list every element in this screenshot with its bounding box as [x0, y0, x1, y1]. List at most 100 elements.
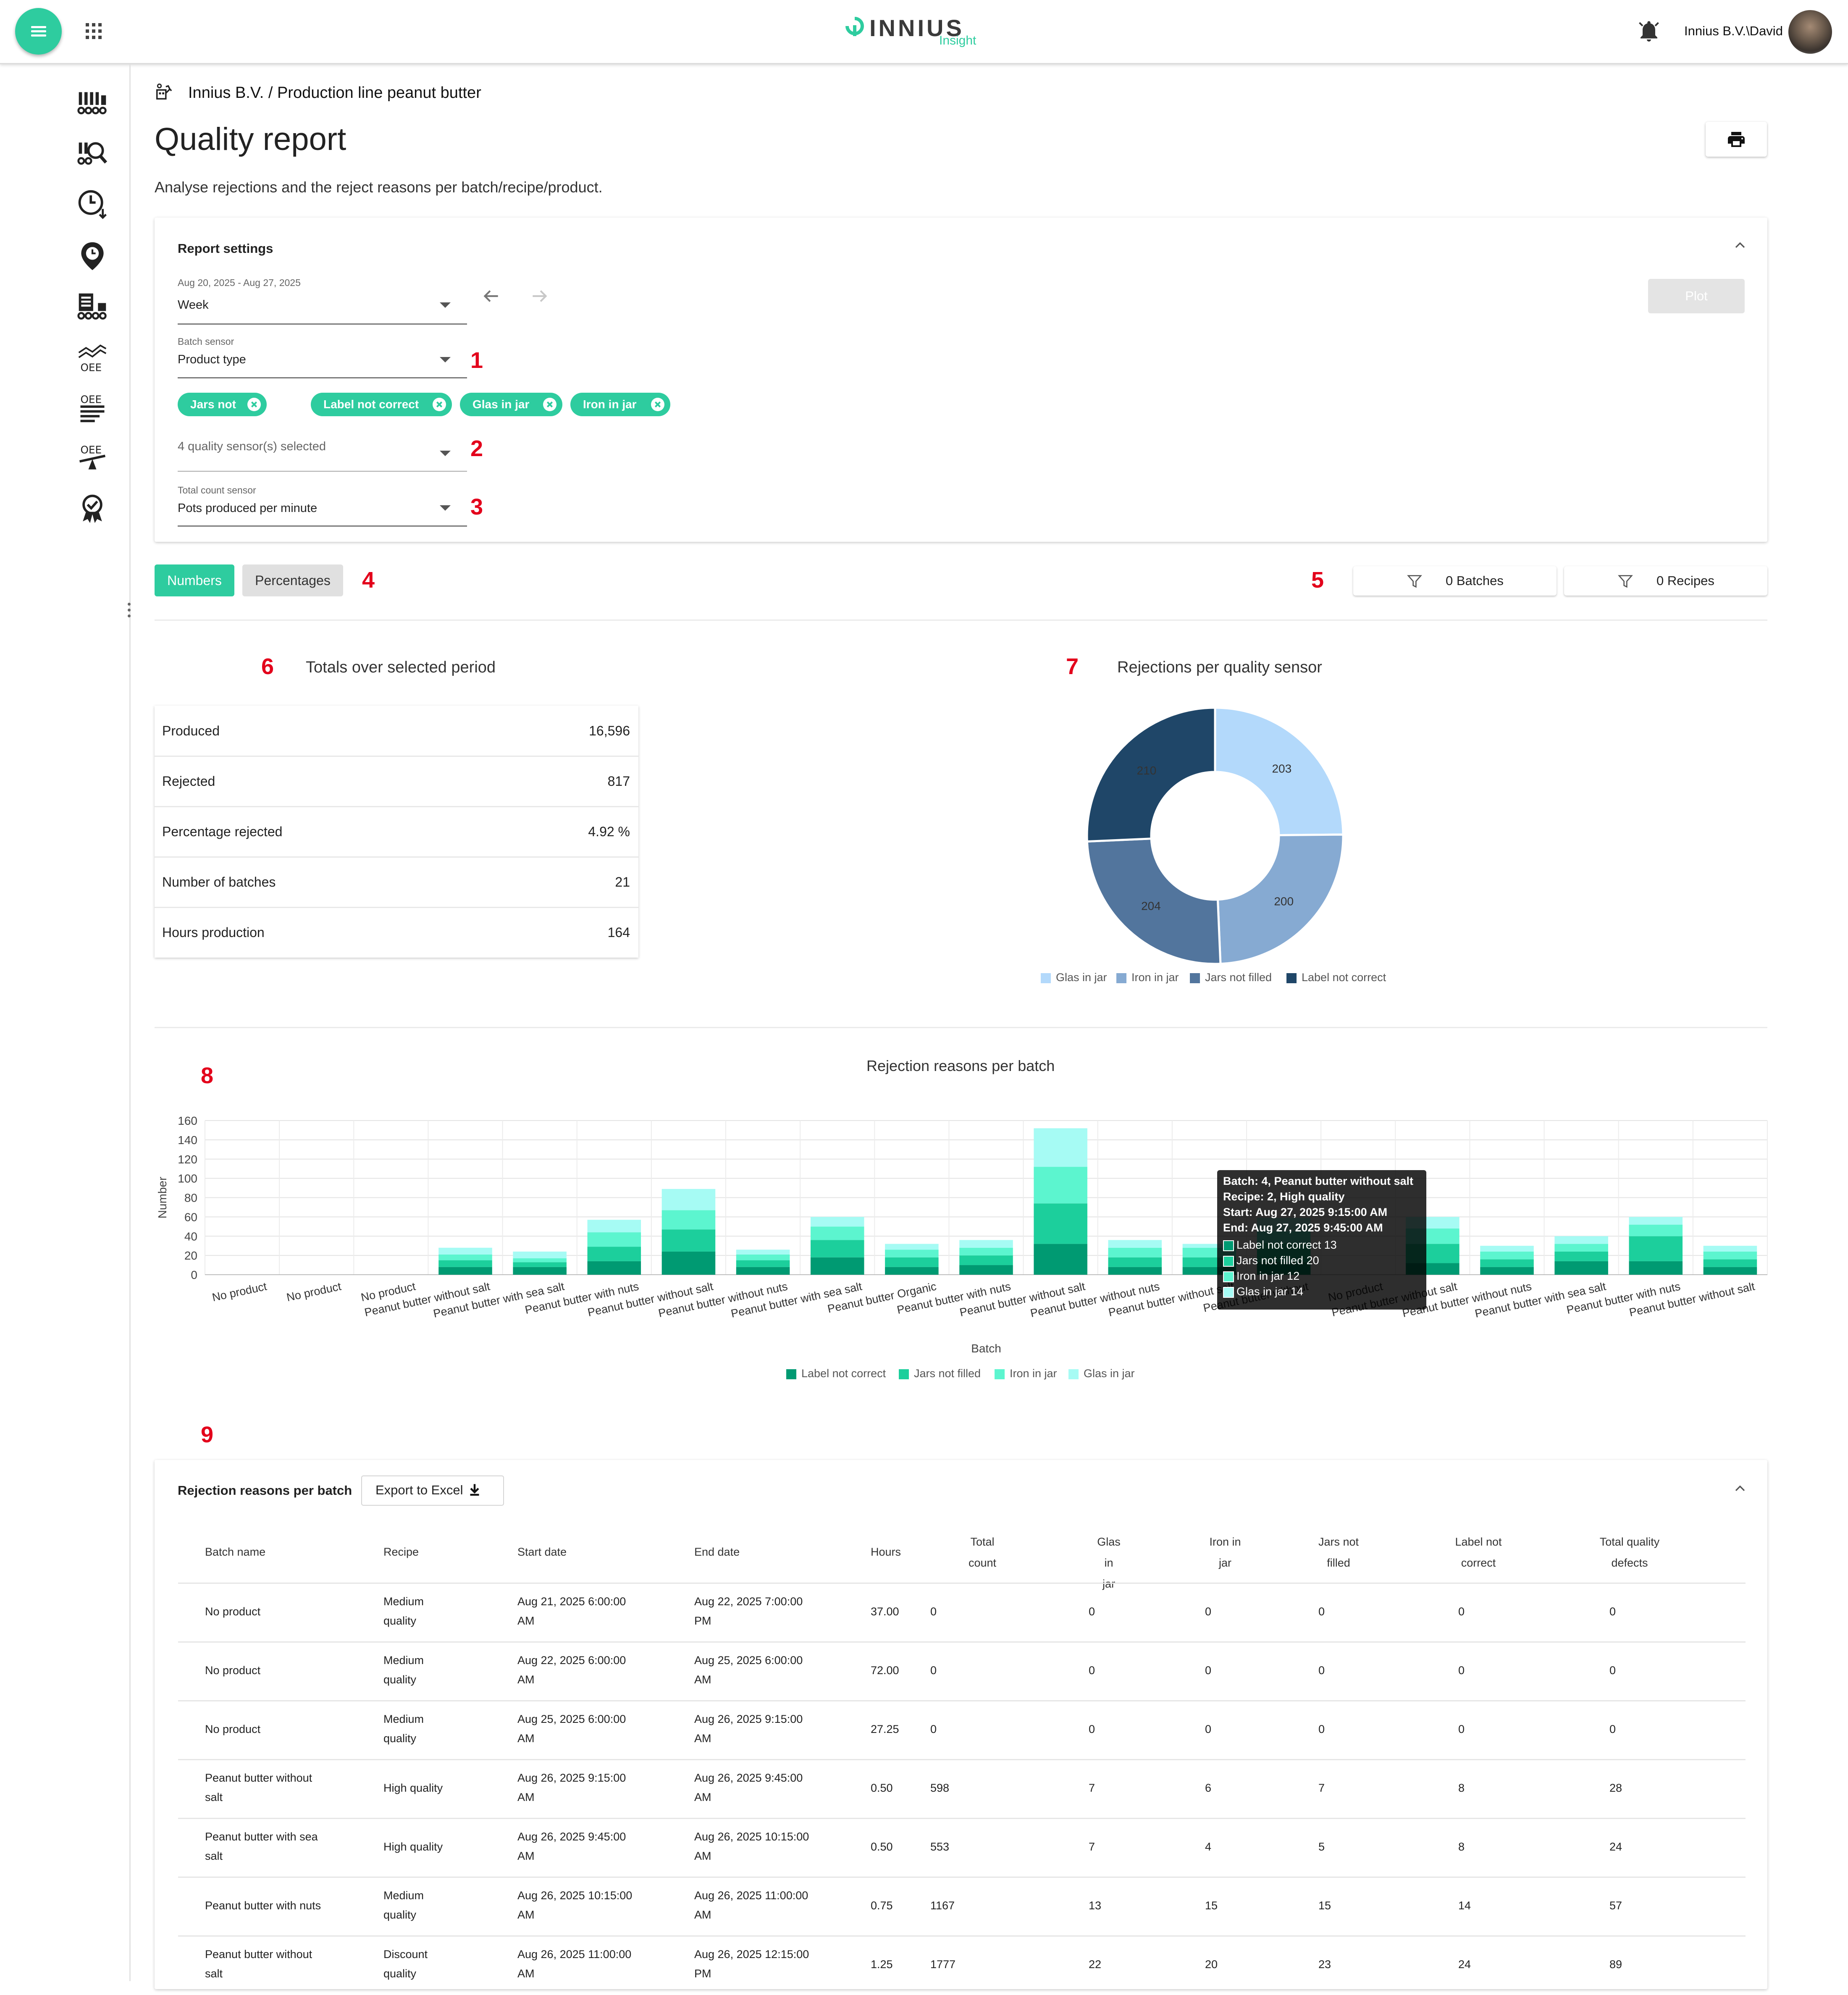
inspection-search-icon[interactable]: [76, 138, 108, 170]
table-header[interactable]: Total count: [957, 1531, 1008, 1573]
table-header[interactable]: Jars not filled: [1315, 1531, 1362, 1573]
table-header[interactable]: Recipe: [383, 1541, 419, 1562]
bar-segment[interactable]: [438, 1254, 492, 1260]
chevron-down-icon[interactable]: [440, 302, 451, 308]
bar-segment[interactable]: [1034, 1203, 1087, 1244]
bar-segment[interactable]: [587, 1232, 641, 1247]
production-line-icon[interactable]: [76, 87, 108, 119]
bar-segment[interactable]: [1703, 1259, 1757, 1267]
arrow-right-icon[interactable]: [529, 286, 550, 307]
bar-segment[interactable]: [959, 1265, 1013, 1275]
oee-list-icon[interactable]: OEE: [76, 392, 108, 424]
table-header[interactable]: Hours: [871, 1541, 901, 1562]
bar-segment[interactable]: [438, 1247, 492, 1255]
table-header[interactable]: End date: [694, 1541, 740, 1562]
menu-button[interactable]: [15, 8, 62, 55]
bar-segment[interactable]: [1182, 1244, 1236, 1248]
bar-segment[interactable]: [662, 1210, 716, 1230]
bar-segment[interactable]: [1703, 1246, 1757, 1252]
avatar[interactable]: [1788, 10, 1832, 54]
chip-glas-in-jar[interactable]: Glas in jar: [460, 393, 562, 416]
bar-segment[interactable]: [885, 1244, 939, 1250]
table-row[interactable]: [178, 1877, 1746, 1936]
bar-segment[interactable]: [736, 1250, 790, 1255]
chevron-up-icon[interactable]: [1732, 237, 1748, 254]
bar-segment[interactable]: [513, 1258, 567, 1263]
close-icon[interactable]: [433, 398, 446, 411]
bar-segment[interactable]: [1629, 1224, 1683, 1236]
donut-slice[interactable]: [1086, 837, 1222, 965]
chevron-down-icon[interactable]: [440, 357, 451, 362]
location-time-icon[interactable]: [76, 240, 108, 272]
print-button[interactable]: [1706, 122, 1767, 157]
bar-segment[interactable]: [810, 1240, 864, 1257]
period-select[interactable]: Week: [178, 298, 209, 312]
apps-grid-icon[interactable]: [86, 23, 102, 39]
bar-segment[interactable]: [736, 1254, 790, 1260]
table-header[interactable]: Glas in jar: [1092, 1531, 1126, 1594]
donut-slice[interactable]: [1086, 706, 1216, 843]
donut-slice[interactable]: [1214, 706, 1344, 837]
bar-segment[interactable]: [1629, 1261, 1683, 1275]
chevron-down-icon[interactable]: [440, 505, 451, 511]
bar-segment[interactable]: [736, 1260, 790, 1267]
plot-button[interactable]: Plot: [1648, 279, 1745, 313]
bar-segment[interactable]: [1554, 1244, 1608, 1252]
numbers-toggle[interactable]: Numbers: [155, 564, 234, 596]
bar-segment[interactable]: [959, 1240, 1013, 1248]
arrow-left-icon[interactable]: [480, 286, 501, 307]
oee-trend-icon[interactable]: OEE: [76, 341, 108, 373]
chevron-down-icon[interactable]: [440, 451, 451, 456]
bar-segment[interactable]: [1480, 1251, 1534, 1260]
user-name[interactable]: Innius B.V.\David: [1684, 24, 1783, 38]
bar-segment[interactable]: [1554, 1236, 1608, 1244]
bar-segment[interactable]: [513, 1262, 567, 1267]
bar-segment[interactable]: [438, 1267, 492, 1275]
donut-slice[interactable]: [1216, 833, 1344, 965]
table-header[interactable]: Iron in jar: [1208, 1531, 1242, 1573]
bar-segment[interactable]: [1480, 1246, 1534, 1252]
notification-bell-icon[interactable]: [1636, 18, 1662, 44]
history-clock-icon[interactable]: [76, 188, 108, 220]
bar-segment[interactable]: [1703, 1267, 1757, 1275]
table-row[interactable]: [178, 1935, 1746, 1995]
bar-segment[interactable]: [810, 1257, 864, 1275]
batches-filter-button[interactable]: 0 Batches: [1353, 566, 1557, 596]
bar-segment[interactable]: [1554, 1261, 1608, 1275]
chip-label-not-correct[interactable]: Label not correct: [311, 393, 452, 416]
batch-sensor-select[interactable]: Product type: [178, 353, 246, 366]
breadcrumb[interactable]: Innius B.V. / Production line peanut but…: [188, 84, 481, 102]
bar-segment[interactable]: [1629, 1236, 1683, 1261]
bar-segment[interactable]: [1034, 1167, 1087, 1204]
table-row[interactable]: [178, 1759, 1746, 1819]
bar-segment[interactable]: [587, 1247, 641, 1261]
close-icon[interactable]: [247, 398, 261, 411]
table-row[interactable]: [178, 1700, 1746, 1760]
bar-segment[interactable]: [587, 1261, 641, 1275]
bar-segment[interactable]: [1480, 1259, 1534, 1267]
table-header[interactable]: Label not correct: [1451, 1531, 1506, 1573]
bar-segment[interactable]: [438, 1260, 492, 1267]
quality-award-icon[interactable]: [76, 493, 108, 525]
table-header[interactable]: Batch name: [205, 1541, 265, 1562]
bar-segment[interactable]: [662, 1229, 716, 1252]
export-excel-button[interactable]: Export to Excel: [361, 1475, 504, 1506]
oee-balance-icon[interactable]: OEE: [76, 442, 108, 474]
chip-jars-not-filled[interactable]: Jars not filled: [178, 393, 267, 434]
bar-segment[interactable]: [1108, 1257, 1162, 1267]
sidebar-resize-handle[interactable]: [127, 603, 131, 624]
table-row[interactable]: [178, 1818, 1746, 1877]
close-icon[interactable]: [543, 398, 556, 411]
bar-segment[interactable]: [736, 1267, 790, 1275]
bar-segment[interactable]: [1554, 1251, 1608, 1261]
table-header[interactable]: Total quality defects: [1594, 1531, 1665, 1573]
bar-segment[interactable]: [587, 1220, 641, 1233]
bar-segment[interactable]: [885, 1250, 939, 1257]
bar-segment[interactable]: [1480, 1267, 1534, 1275]
bar-segment[interactable]: [959, 1255, 1013, 1265]
close-icon[interactable]: [651, 398, 664, 411]
table-row[interactable]: [178, 1641, 1746, 1701]
chip-iron-in-jar[interactable]: Iron in jar: [570, 393, 670, 416]
bar-segment[interactable]: [1108, 1247, 1162, 1257]
bar-segment[interactable]: [959, 1247, 1013, 1256]
